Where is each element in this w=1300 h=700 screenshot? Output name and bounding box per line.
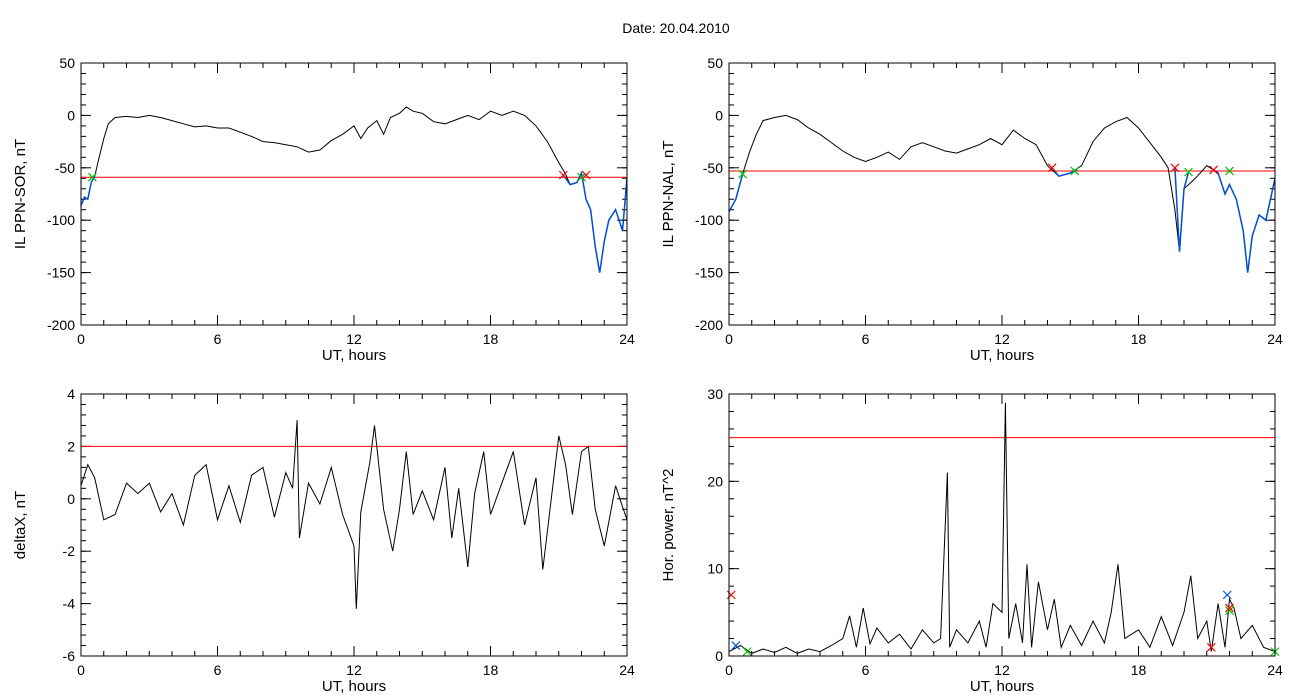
x-tick-label: 6 [214,662,222,678]
y-tick-label: -200 [47,317,75,333]
x-tick-label: 18 [483,331,499,347]
chart-panel-4: 0 6 12 18 24 0 10 20 30 UT, hours Hor. power, nT^2 [660,386,1283,695]
event-start-marker [1184,167,1193,177]
y-tick-label: -2 [63,543,76,559]
event-end-marker [1047,163,1057,173]
plot-frame [728,62,1276,326]
event-segment-line [1213,169,1275,273]
y-tick-label: 4 [67,386,75,402]
figure-title: Date: 20.04.2010 [622,20,730,36]
event-end-marker [1209,165,1218,175]
event-start-marker [87,172,97,182]
y-tick-label: 0 [67,107,75,123]
y-tick-label: -200 [695,317,723,333]
y-tick-label: 30 [707,386,723,402]
event-end-marker [1206,642,1216,652]
x-tick-label: 12 [346,331,362,347]
x-tick-label: 18 [1131,331,1147,347]
chart-panel-2: 0 6 12 18 24 -200 -150 -100 -50 0 50 UT, hours IL PP… [660,55,1283,364]
x-tick-label: 6 [862,662,870,678]
x-tick-label: 6 [214,331,222,347]
event-start-marker [738,169,748,179]
plot-frame [728,393,1276,657]
x-tick-label: 12 [346,662,362,678]
event-segment-line [562,170,627,273]
y-tick-label: 2 [67,438,75,454]
y-tick-label: 50 [59,55,75,71]
event-start-marker [577,172,586,182]
x-tick-label: 24 [1267,662,1283,678]
y-tick-label: -50 [703,160,723,176]
x-tick-label: 0 [725,662,733,678]
event-peak-marker [731,641,741,650]
series-line [81,420,627,609]
x-tick-label: 6 [862,331,870,347]
event-start-marker [742,647,752,657]
x-tick-label: 18 [1131,662,1147,678]
event-end-marker [1170,163,1180,173]
y-tick-label: -100 [695,212,723,228]
series-line [729,402,1275,654]
y-tick-label: -150 [695,265,723,281]
event-end-marker [581,170,591,180]
x-axis-title: UT, hours [322,678,386,695]
event-start-marker [1225,166,1234,176]
x-tick-label: 24 [619,662,635,678]
y-axis-title: IL PPN-NAL, nT [660,141,677,248]
event-end-marker [558,170,568,180]
y-tick-label: -150 [47,265,75,281]
x-tick-label: 0 [77,331,85,347]
event-segment-line [81,175,96,206]
event-segment-line [1174,167,1190,252]
event-peak-marker [1222,590,1232,600]
y-tick-label: 20 [707,473,723,489]
x-tick-label: 24 [1267,331,1283,347]
y-tick-label: 0 [67,491,75,507]
x-tick-label: 18 [483,662,499,678]
y-tick-label: -4 [63,596,76,612]
y-axis-title: deltaX, nT [12,491,29,559]
x-axis-title: UT, hours [970,678,1034,695]
y-tick-label: 0 [715,648,723,664]
plot-frame [80,393,628,657]
x-tick-label: 12 [994,331,1010,347]
x-axis-title: UT, hours [322,347,386,364]
x-axis-title: UT, hours [970,347,1034,364]
event-start-marker [1225,606,1234,616]
chart-panel-1: 0 6 12 18 24 -200 -150 -100 -50 0 50 UT, hours IL PP… [12,55,635,364]
y-tick-label: -6 [63,648,76,664]
y-tick-label: -50 [55,160,75,176]
y-tick-label: 0 [715,107,723,123]
x-tick-label: 0 [77,662,85,678]
plot-frame [80,62,628,326]
y-axis-title: Hor. power, nT^2 [660,469,677,582]
y-axis-title: IL PPN-SOR, nT [12,139,29,249]
event-start-marker [1070,166,1080,176]
event-end-marker [1225,603,1234,613]
y-tick-label: 50 [707,55,723,71]
y-tick-label: -100 [47,212,75,228]
x-tick-label: 24 [619,331,635,347]
y-tick-label: 10 [707,561,723,577]
x-tick-label: 12 [994,662,1010,678]
event-segment-line [729,173,744,213]
x-tick-label: 0 [725,331,733,347]
